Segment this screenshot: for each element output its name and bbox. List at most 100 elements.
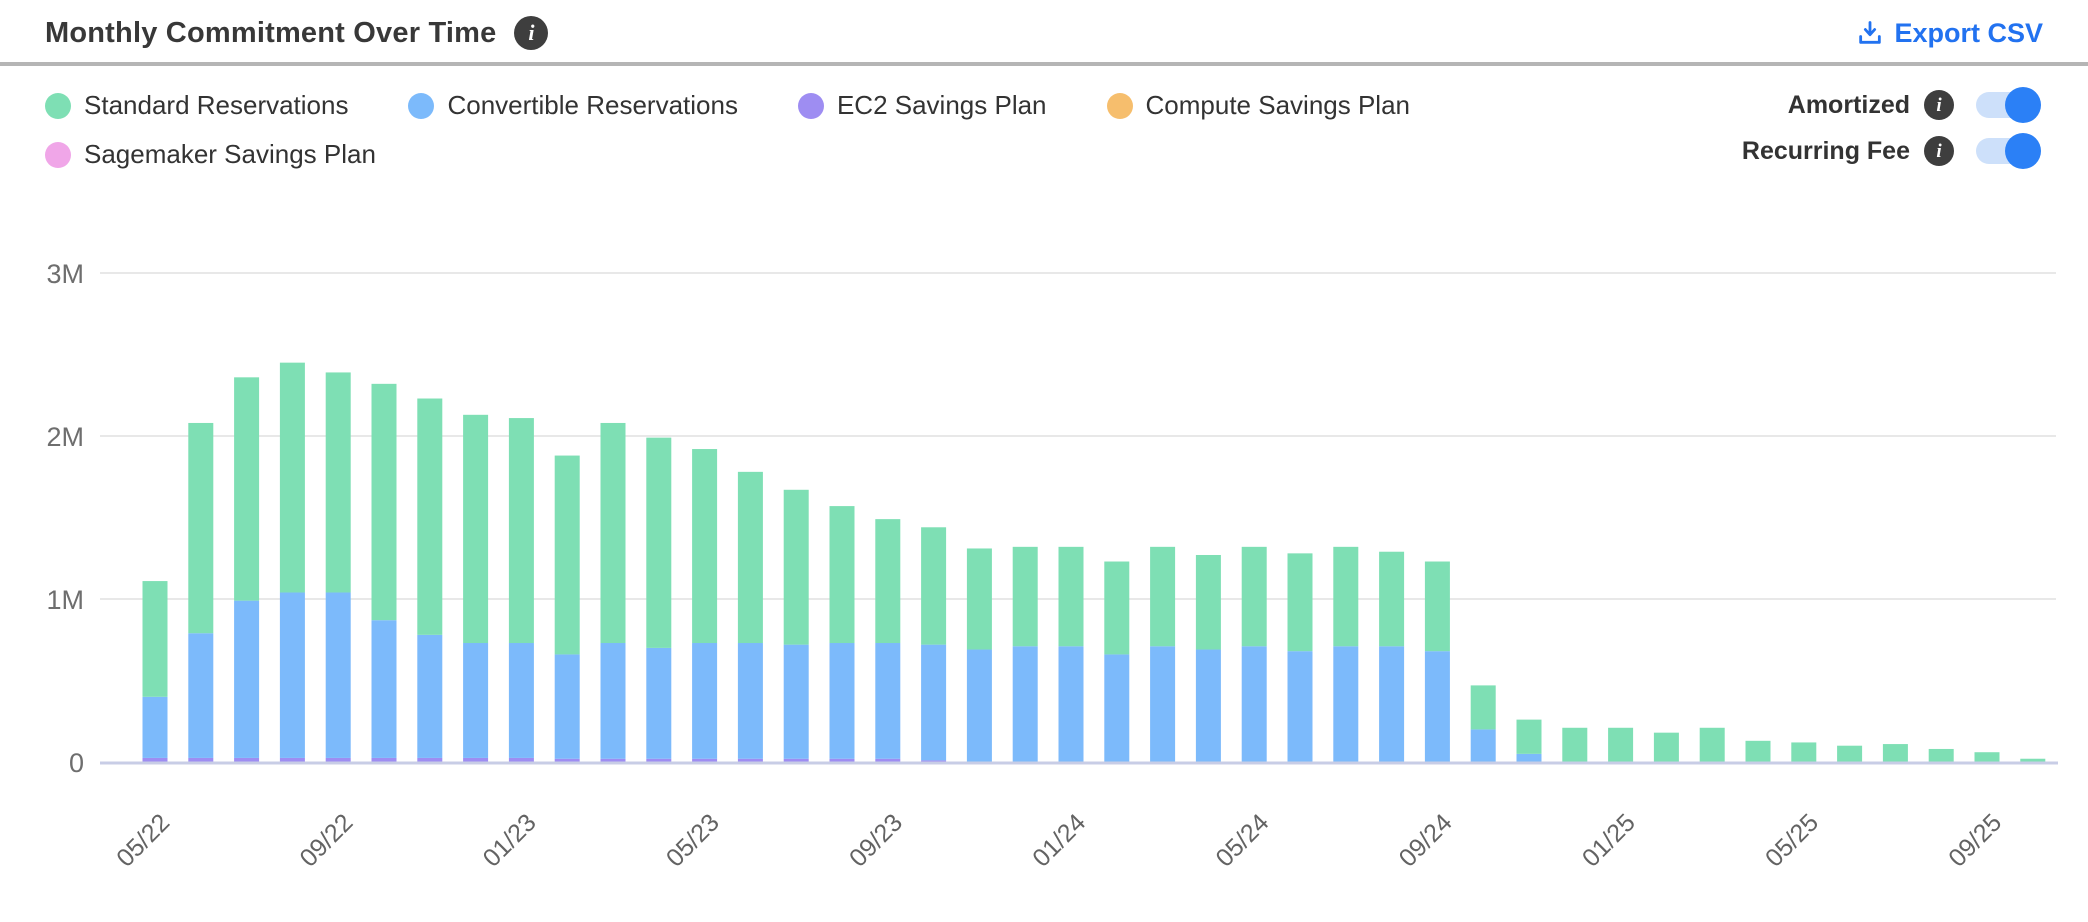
recurring-fee-label: Recurring Fee bbox=[1741, 136, 1910, 165]
bar-segment-08/22-ec2-savings-plan bbox=[279, 757, 305, 762]
amortized-label: Amortized bbox=[1787, 90, 1910, 119]
bar-segment-12/23-convertible-reservations bbox=[1012, 646, 1038, 762]
bar-segment-10/22-standard-reservations bbox=[371, 383, 397, 621]
recurring-fee-toggle[interactable] bbox=[1976, 133, 2041, 169]
commitment-chart: 0 1M 2M 3M 05/22 09/22 01/23 05/23 09/23 01/24 05/… bbox=[46, 259, 2058, 872]
y-tick-label-0: 0 bbox=[69, 748, 84, 778]
legend-dot bbox=[45, 141, 71, 168]
bar-segment-05/24-convertible-reservations bbox=[1241, 646, 1267, 762]
bar-segment-01/23-convertible-reservations bbox=[508, 643, 534, 758]
bar-segment-08/22-convertible-reservations bbox=[279, 592, 305, 758]
bar-segment-08/25-standard-reservations bbox=[1928, 748, 1954, 762]
bar-segment-06/24-convertible-reservations bbox=[1287, 651, 1313, 762]
x-tick-label-09/23: 09/23 bbox=[844, 808, 908, 872]
bar-segment-02/23-convertible-reservations bbox=[554, 654, 580, 759]
legend-item-ec2-savings-plan[interactable]: EC2 Savings Plan bbox=[797, 90, 1047, 121]
y-tick-label-1M: 1M bbox=[46, 585, 84, 615]
header-divider bbox=[0, 62, 2088, 66]
chart-legend: Standard Reservations Convertible Reserva… bbox=[45, 90, 1525, 170]
bar-segment-12/24-standard-reservations bbox=[1562, 727, 1588, 762]
bar-segment-09/23-standard-reservations bbox=[875, 519, 901, 644]
legend-label: Compute Savings Plan bbox=[1145, 90, 1410, 120]
bar-segment-05/22-standard-reservations bbox=[142, 581, 168, 697]
amortized-toggle-knob bbox=[2005, 87, 2041, 123]
bar-segment-09/24-convertible-reservations bbox=[1424, 651, 1450, 762]
amortized-toggle[interactable] bbox=[1976, 87, 2041, 123]
title-info-icon[interactable]: i bbox=[514, 16, 549, 50]
bar-segment-06/23-standard-reservations bbox=[737, 471, 763, 644]
bar-segment-12/23-standard-reservations bbox=[1012, 546, 1038, 647]
bar-segment-10/23-standard-reservations bbox=[921, 527, 947, 645]
bar-segment-10/25-standard-reservations bbox=[2020, 758, 2046, 762]
bar-segment-02/24-convertible-reservations bbox=[1104, 654, 1130, 762]
bar-segment-11/22-ec2-savings-plan bbox=[417, 757, 443, 762]
bar-segment-07/24-standard-reservations bbox=[1333, 546, 1359, 647]
bar-segment-04/25-standard-reservations bbox=[1745, 740, 1771, 762]
bar-segment-05/23-ec2-savings-plan bbox=[692, 758, 718, 762]
bar-segment-01/25-standard-reservations bbox=[1608, 727, 1634, 762]
legend-item-sagemaker-savings-plan[interactable]: Sagemaker Savings Plan bbox=[45, 139, 376, 170]
bar-segment-12/22-standard-reservations bbox=[463, 414, 489, 644]
bar-segment-03/23-convertible-reservations bbox=[600, 643, 626, 759]
bar-segment-06/23-convertible-reservations bbox=[737, 643, 763, 759]
bar-segment-10/22-ec2-savings-plan bbox=[371, 757, 397, 762]
legend-item-convertible-reservations[interactable]: Convertible Reservations bbox=[408, 90, 738, 121]
bar-segment-02/23-ec2-savings-plan bbox=[554, 758, 580, 762]
recurring-fee-info-icon[interactable]: i bbox=[1924, 136, 1954, 166]
legend-dot bbox=[797, 92, 824, 119]
x-tick-label-09/24: 09/24 bbox=[1394, 808, 1458, 872]
bar-segment-07/22-convertible-reservations bbox=[234, 600, 260, 758]
bar-segment-04/24-standard-reservations bbox=[1195, 554, 1221, 650]
bar-segment-07/23-ec2-savings-plan bbox=[783, 758, 809, 762]
bar-segment-01/23-standard-reservations bbox=[508, 418, 534, 644]
export-csv-button[interactable]: Export CSV bbox=[1856, 18, 2043, 49]
chart-header: Monthly Commitment Over Time i Export CS… bbox=[0, 0, 2088, 62]
legend-item-compute-savings-plan[interactable]: Compute Savings Plan bbox=[1106, 90, 1410, 121]
bar-segment-08/23-convertible-reservations bbox=[829, 643, 855, 759]
bar-segment-05/22-convertible-reservations bbox=[142, 696, 168, 758]
bar-segment-09/23-convertible-reservations bbox=[875, 643, 901, 759]
bar-segment-07/22-standard-reservations bbox=[234, 377, 260, 601]
bar-segment-09/22-convertible-reservations bbox=[325, 592, 351, 758]
bar-segment-09/24-standard-reservations bbox=[1424, 561, 1450, 652]
bar-segment-11/23-standard-reservations bbox=[966, 548, 992, 650]
chart-area: 0 1M 2M 3M 05/22 09/22 01/23 05/23 09/23 01/24 05/… bbox=[0, 176, 2088, 881]
recurring-fee-toggle-knob bbox=[2005, 133, 2041, 169]
bar-segment-02/24-standard-reservations bbox=[1104, 561, 1130, 655]
legend-label: Standard Reservations bbox=[84, 90, 349, 120]
bar-segment-06/22-standard-reservations bbox=[188, 422, 214, 634]
bar-segment-11/24-standard-reservations bbox=[1516, 719, 1542, 754]
bar-segment-08/23-standard-reservations bbox=[829, 506, 855, 644]
bar-segment-05/23-standard-reservations bbox=[692, 449, 718, 644]
y-tick-label-2M: 2M bbox=[46, 422, 84, 452]
page-title: Monthly Commitment Over Time bbox=[45, 16, 497, 49]
bar-segment-01/24-convertible-reservations bbox=[1058, 646, 1084, 762]
x-tick-label-01/24: 01/24 bbox=[1027, 808, 1091, 872]
bar-segment-09/22-standard-reservations bbox=[325, 372, 351, 593]
bar-segment-04/23-standard-reservations bbox=[646, 437, 672, 648]
bar-segment-11/23-convertible-reservations bbox=[966, 649, 992, 762]
bar-segment-06/25-standard-reservations bbox=[1837, 745, 1863, 762]
bar-segment-05/22-ec2-savings-plan bbox=[142, 757, 168, 762]
legend-dot bbox=[1106, 92, 1133, 119]
x-tick-label-05/25: 05/25 bbox=[1760, 808, 1824, 872]
bar-segment-01/24-standard-reservations bbox=[1058, 546, 1084, 647]
bar-segment-07/25-standard-reservations bbox=[1882, 744, 1908, 762]
bar-segment-03/23-standard-reservations bbox=[600, 422, 626, 644]
bar-segment-06/22-ec2-savings-plan bbox=[188, 757, 214, 762]
legend-item-standard-reservations[interactable]: Standard Reservations bbox=[45, 90, 348, 121]
chart-toggles: Amortized i Recurring Fee i bbox=[1741, 87, 2062, 169]
bar-segment-04/23-convertible-reservations bbox=[646, 647, 672, 759]
bar-segment-05/25-standard-reservations bbox=[1791, 742, 1817, 762]
bar-segment-02/23-standard-reservations bbox=[554, 455, 580, 655]
bar-segment-06/24-standard-reservations bbox=[1287, 553, 1313, 652]
amortized-info-icon[interactable]: i bbox=[1924, 90, 1954, 120]
bar-segment-01/23-ec2-savings-plan bbox=[508, 757, 534, 762]
bar-segment-07/24-convertible-reservations bbox=[1333, 646, 1359, 762]
bar-segment-10/23-ec2-savings-plan bbox=[921, 760, 947, 762]
bar-segment-08/24-convertible-reservations bbox=[1379, 646, 1405, 762]
legend-dot bbox=[45, 92, 71, 119]
bar-segment-06/23-ec2-savings-plan bbox=[737, 758, 763, 762]
bar-segment-08/22-standard-reservations bbox=[279, 362, 305, 593]
export-csv-label: Export CSV bbox=[1894, 17, 2043, 48]
